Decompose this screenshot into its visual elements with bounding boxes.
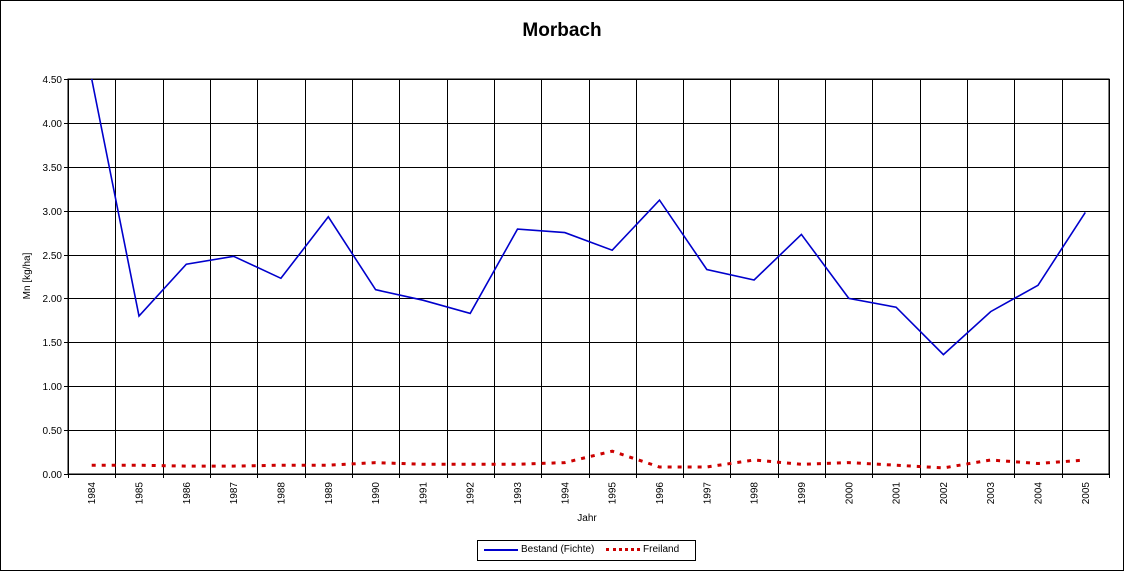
y-tick-label: 0.00 (43, 470, 63, 481)
y-tick-label: 2.50 (43, 251, 63, 262)
y-tick-label: 4.50 (43, 75, 63, 86)
series-line-1 (90, 78, 1086, 356)
y-tick-label: 4.00 (43, 119, 63, 130)
y-axis-label: Mn [kg/ha] (22, 252, 33, 299)
x-tick-label: 1989 (324, 482, 335, 505)
x-tick-label: 1991 (418, 482, 429, 505)
x-tick-label: 1992 (466, 482, 477, 505)
y-tick-label: 3.00 (43, 207, 63, 218)
x-tick-label: 2002 (939, 482, 950, 505)
y-tick-label: 1.50 (43, 338, 63, 349)
x-tick-label: 1988 (276, 482, 287, 505)
x-tick-label: 1999 (797, 482, 808, 505)
x-tick-label: 1986 (182, 482, 193, 505)
y-tick-label: 0.50 (43, 426, 63, 437)
x-tick-label: 2000 (844, 482, 855, 505)
x-tick-label: 1994 (560, 482, 571, 505)
x-tick-label: 1990 (371, 482, 382, 505)
x-tick-label: 1998 (750, 482, 761, 505)
x-tick-label: 1984 (87, 482, 98, 505)
legend-swatch-series-1 (484, 548, 518, 551)
series-line-2 (91, 449, 1086, 470)
chart-title: Morbach (522, 20, 602, 41)
legend-item-series-1: Bestand (Fichte) (484, 544, 594, 555)
x-tick-label: 1987 (229, 482, 240, 505)
x-tick-label: 2001 (892, 482, 903, 505)
legend-item-series-2: Freiland (606, 544, 679, 555)
y-tick-label: 3.50 (43, 163, 63, 174)
x-tick-label: 2003 (986, 482, 997, 505)
legend-label-series-1: Bestand (Fichte) (521, 544, 595, 555)
x-tick-label: 1995 (608, 482, 619, 505)
plot-area (67, 78, 1110, 475)
y-tick-label: 1.00 (43, 382, 63, 393)
y-tick-label: 2.00 (43, 294, 63, 305)
x-axis-label: Jahr (577, 513, 597, 524)
x-tick-label: 2005 (1081, 482, 1092, 505)
legend-swatch-series-2 (606, 548, 640, 551)
x-tick-label: 1993 (513, 482, 524, 505)
legend-label-series-2: Freiland (643, 544, 680, 555)
x-tick-label: 1996 (655, 482, 666, 505)
x-tick-label: 1985 (134, 482, 145, 505)
x-tick-label: 1997 (702, 482, 713, 505)
x-tick-label: 2004 (1034, 482, 1045, 505)
legend: Bestand (Fichte) Freiland (477, 540, 696, 561)
